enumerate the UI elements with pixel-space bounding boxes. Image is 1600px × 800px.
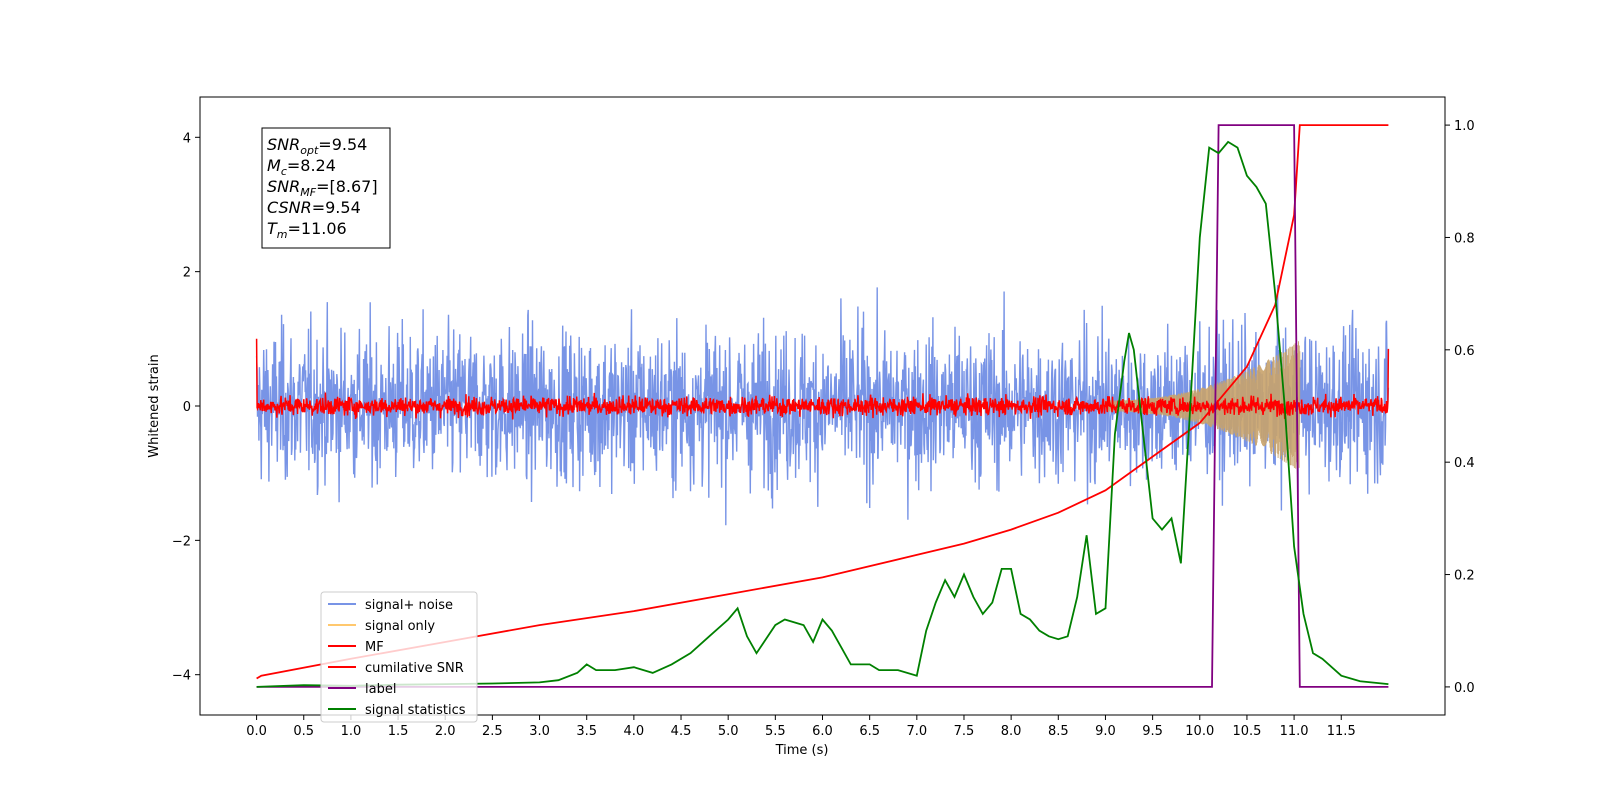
- y-right-tick-label: 0.4: [1454, 456, 1475, 471]
- series-signal-statistics: [256, 140, 1389, 688]
- legend-entry: signal statistics: [365, 703, 466, 718]
- annotation-line: SNRMF=[8.67]: [267, 177, 378, 199]
- y-right-tick-label: 0.2: [1454, 569, 1475, 584]
- x-tick-label: 9.0: [1095, 724, 1116, 739]
- x-tick-label: 11.5: [1327, 724, 1356, 739]
- y-tick-label: −4: [172, 669, 191, 684]
- annotation-frame: [261, 127, 391, 249]
- annotation-line: Tm=11.06: [267, 219, 347, 241]
- series-signal-noise: [255, 285, 1390, 526]
- x-tick-label: 10.5: [1232, 724, 1261, 739]
- x-tick-label: 2.0: [435, 724, 456, 739]
- annotation-line: SNRopt=9.54: [267, 135, 367, 157]
- legend-entry: signal+ noise: [365, 598, 453, 613]
- legend: signal+ noise signal only MF cumilative SNR…: [320, 591, 478, 723]
- x-tick-label: 8.0: [1001, 724, 1022, 739]
- legend-entry: MF: [365, 640, 384, 655]
- series-label: [256, 124, 1389, 688]
- y-right-tick-label: 0.6: [1454, 344, 1475, 359]
- axes: 0.0 0.5 1.0 1.5 2.0 2.5 3.0 3.5 4.0 4.5 5.0 5.5 6.0 6…: [172, 96, 1475, 739]
- series-mf: [255, 338, 1390, 420]
- y-right-tick-label: 1.0: [1454, 119, 1475, 134]
- x-tick-label: 1.0: [341, 724, 362, 739]
- y-tick-label: 2: [183, 266, 191, 281]
- series-signal-only: [1105, 341, 1301, 471]
- x-tick-label: 3.5: [576, 724, 597, 739]
- x-tick-label: 0.0: [246, 724, 267, 739]
- y-tick-label: −2: [172, 534, 191, 549]
- x-tick-label: 0.5: [293, 724, 314, 739]
- x-tick-label: 9.5: [1142, 724, 1163, 739]
- legend-entry: signal only: [365, 619, 435, 634]
- annotation-line: Mc=8.24: [267, 156, 336, 178]
- y-right-tick-label: 0.0: [1454, 681, 1475, 696]
- x-tick-label: 8.5: [1048, 724, 1069, 739]
- y-axis-label: Whitened strain: [147, 354, 162, 457]
- x-tick-label: 5.5: [765, 724, 786, 739]
- x-tick-label: 11.0: [1280, 724, 1309, 739]
- x-tick-label: 3.0: [529, 724, 550, 739]
- x-tick-label: 7.5: [954, 724, 975, 739]
- legend-entry: cumilative SNR: [365, 661, 464, 676]
- y-tick-label: 0: [183, 400, 191, 415]
- x-tick-label: 6.0: [812, 724, 833, 739]
- x-tick-label: 6.5: [859, 724, 880, 739]
- x-tick-label: 2.5: [482, 724, 503, 739]
- y-right-tick-label: 0.8: [1454, 231, 1475, 246]
- x-tick-label: 5.0: [718, 724, 739, 739]
- x-tick-label: 4.0: [624, 724, 645, 739]
- x-axis-label: Time (s): [775, 743, 829, 758]
- x-tick-label: 4.5: [671, 724, 692, 739]
- x-tick-label: 10.0: [1185, 724, 1214, 739]
- x-tick-label: 7.0: [906, 724, 927, 739]
- legend-entry: label: [365, 682, 396, 697]
- y-tick-label: 4: [183, 131, 191, 146]
- x-tick-label: 1.5: [388, 724, 409, 739]
- annotation-line: CSNR=9.54: [267, 198, 361, 217]
- legend-frame: [320, 591, 478, 723]
